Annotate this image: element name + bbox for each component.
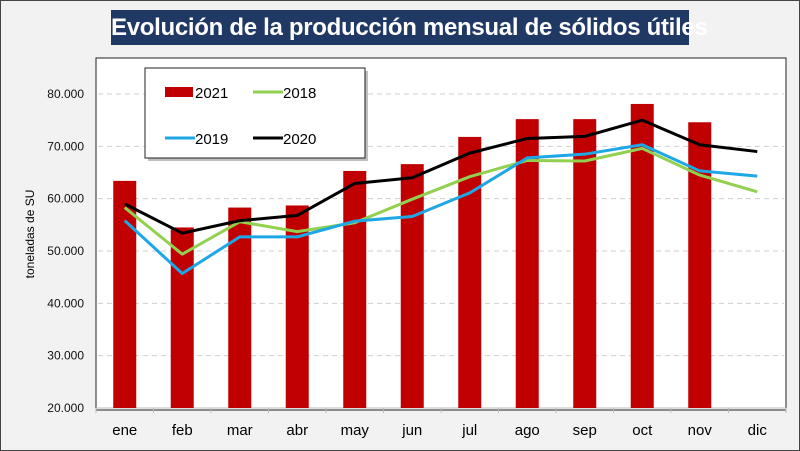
legend-swatch-2021 <box>165 87 193 97</box>
x-tick-label: abr <box>286 422 308 439</box>
y-tick-label: 20.000 <box>47 401 84 415</box>
bar-series-2021 <box>113 103 712 409</box>
bar-2021-ene <box>113 180 137 408</box>
bar-2021-jun <box>400 164 424 408</box>
y-tick-label: 80.000 <box>47 87 84 101</box>
bar-2021-ago <box>515 119 539 409</box>
bar-2021-may <box>343 170 367 408</box>
x-tick-label: dic <box>748 422 768 439</box>
x-tick-label: nov <box>688 422 713 439</box>
bar-2021-mar <box>228 207 252 408</box>
y-tick-labels: 20.000 30.000 40.000 50.000 60.000 70.000 80.0… <box>47 87 84 415</box>
line-2020 <box>124 118 758 235</box>
gridlines <box>95 93 787 413</box>
legend-label-2018: 2018 <box>283 85 316 102</box>
legend: 2021 2018 2019 2020 <box>144 67 368 161</box>
x-tick-label: sep <box>573 422 597 439</box>
x-tick-labels: ene feb mar abr may jun jul ago sep oct nov dic <box>112 422 767 439</box>
y-tick-label: 60.000 <box>47 192 84 206</box>
x-tick-label: jun <box>401 422 422 439</box>
x-tick-label: oct <box>632 422 653 439</box>
bar-2021-abr <box>285 205 309 408</box>
bar-2021-jul <box>458 136 482 408</box>
y-tick-label: 70.000 <box>47 139 84 153</box>
line-2018 <box>123 146 758 256</box>
x-tick-label: ago <box>515 422 540 439</box>
x-tick-label: jul <box>461 422 477 439</box>
x-tick-label: ene <box>112 422 137 439</box>
chart-title: Evolución de la producción mensual de só… <box>111 10 708 45</box>
line-series <box>123 118 758 276</box>
legend-box <box>144 67 366 159</box>
legend-label-2019: 2019 <box>195 131 228 148</box>
bar-2021-oct <box>630 103 654 409</box>
x-tick-label: mar <box>227 422 253 439</box>
bar-2021-nov <box>688 122 712 408</box>
y-tick-label: 30.000 <box>47 349 84 363</box>
y-tick-label: 40.000 <box>47 296 84 310</box>
bar-2021-sep <box>573 119 597 409</box>
y-tick-label: 50.000 <box>47 244 84 258</box>
legend-label-2021: 2021 <box>195 85 228 102</box>
line-2019 <box>123 143 758 276</box>
y-axis-label: toneladas de SU <box>23 190 37 279</box>
legend-label-2020: 2020 <box>283 131 316 148</box>
bar-2021-feb <box>170 227 194 408</box>
x-tick-label: feb <box>172 422 193 439</box>
x-tick-label: may <box>341 422 370 439</box>
